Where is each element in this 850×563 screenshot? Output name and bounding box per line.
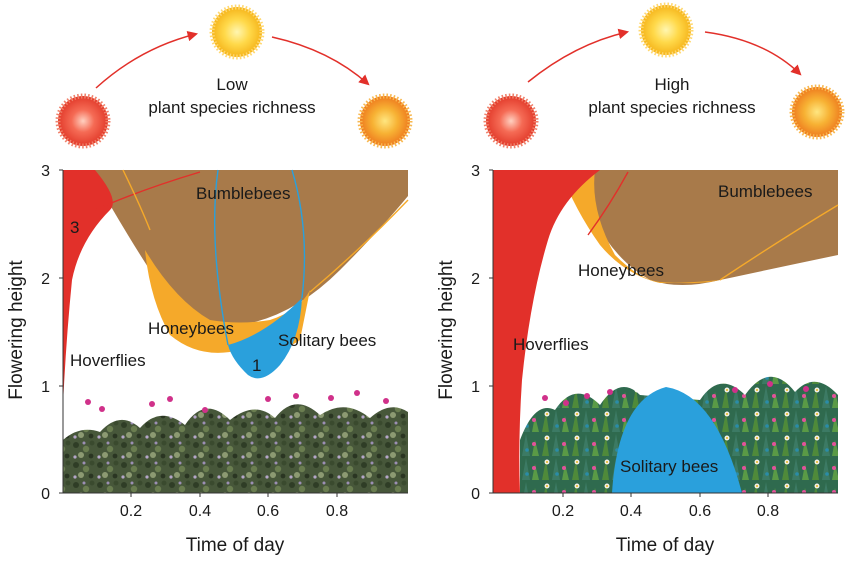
evening-arrow: [271, 36, 370, 86]
ytick-3: 3: [41, 163, 50, 180]
sun-path: [55, 4, 413, 149]
x-axis-title: Time of day: [186, 535, 285, 556]
xtick-0.6: 0.6: [257, 503, 279, 520]
meadow-flowers: [85, 390, 389, 413]
rising-sun-icon: [483, 93, 539, 149]
panel-low-richness: Low plant species richness Bumbl: [6, 4, 413, 556]
caption-line1: High: [655, 75, 690, 94]
xtick-0.2: 0.2: [120, 503, 142, 520]
y-axis-title: Flowering height: [6, 260, 27, 400]
honeybees-outline: [122, 169, 409, 293]
plot-area: Bumblebees Honeybees Solitary bees Hover…: [63, 169, 409, 493]
solitary-bees-label: Solitary bees: [620, 457, 718, 476]
plot-area: Bumblebees Honeybees Solitary bees Hover…: [493, 170, 839, 493]
xtick-0.8: 0.8: [757, 503, 779, 520]
axes: [489, 169, 838, 497]
bumblebees-region: [592, 170, 838, 285]
caption-line2: plant species richness: [148, 98, 315, 117]
hoverflies-region: [63, 170, 113, 405]
rising-sun-icon: [55, 93, 111, 149]
axes: [59, 169, 408, 497]
hoverflies-outline: [587, 171, 629, 236]
setting-sun-icon: [789, 84, 845, 140]
ytick-1: 1: [41, 379, 50, 396]
solitary-bees-region: [612, 387, 742, 493]
meadow-illustration: [63, 404, 408, 493]
mark-1: 1: [252, 356, 261, 375]
hoverflies-region: [493, 170, 600, 493]
sun-path: [483, 2, 845, 149]
honeybees-label: Honeybees: [578, 261, 664, 280]
noon-sun-icon: [209, 4, 265, 60]
bumblebees-label: Bumblebees: [196, 184, 291, 203]
honeybees-label: Honeybees: [148, 319, 234, 338]
xtick-0.8: 0.8: [326, 503, 348, 520]
caption-line1: Low: [216, 75, 248, 94]
xtick-0.4: 0.4: [189, 503, 211, 520]
ytick-2: 2: [471, 271, 480, 288]
bumblebees-label: Bumblebees: [718, 182, 813, 201]
ytick-3: 3: [471, 163, 480, 180]
xtick-0.6: 0.6: [689, 503, 711, 520]
caption-line2: plant species richness: [588, 98, 755, 117]
ytick-1: 1: [471, 379, 480, 396]
setting-sun-icon: [357, 93, 413, 149]
solitary-bees-region: [228, 298, 302, 379]
xtick-0.4: 0.4: [620, 503, 642, 520]
panel-high-richness: High plant species richness Bumblebees H…: [436, 2, 845, 556]
honeybees-outline: [719, 204, 839, 281]
solitary-bees-label: Solitary bees: [278, 331, 376, 350]
noon-sun-icon: [638, 2, 694, 58]
solitary-outline: [213, 169, 306, 346]
ytick-0: 0: [471, 486, 480, 503]
x-axis-title: Time of day: [616, 535, 715, 556]
ytick-0: 0: [41, 486, 50, 503]
hoverflies-outline: [94, 171, 201, 211]
y-axis-title: Flowering height: [436, 260, 457, 400]
xtick-0.2: 0.2: [552, 503, 574, 520]
ytick-2: 2: [41, 271, 50, 288]
mark-3: 3: [70, 218, 79, 237]
hoverflies-label: Hoverflies: [513, 335, 589, 354]
morning-arrow: [527, 28, 630, 83]
evening-arrow: [704, 31, 802, 76]
meadow-flowers: [542, 381, 809, 406]
hoverflies-label: Hoverflies: [70, 351, 146, 370]
morning-arrow: [95, 30, 199, 89]
